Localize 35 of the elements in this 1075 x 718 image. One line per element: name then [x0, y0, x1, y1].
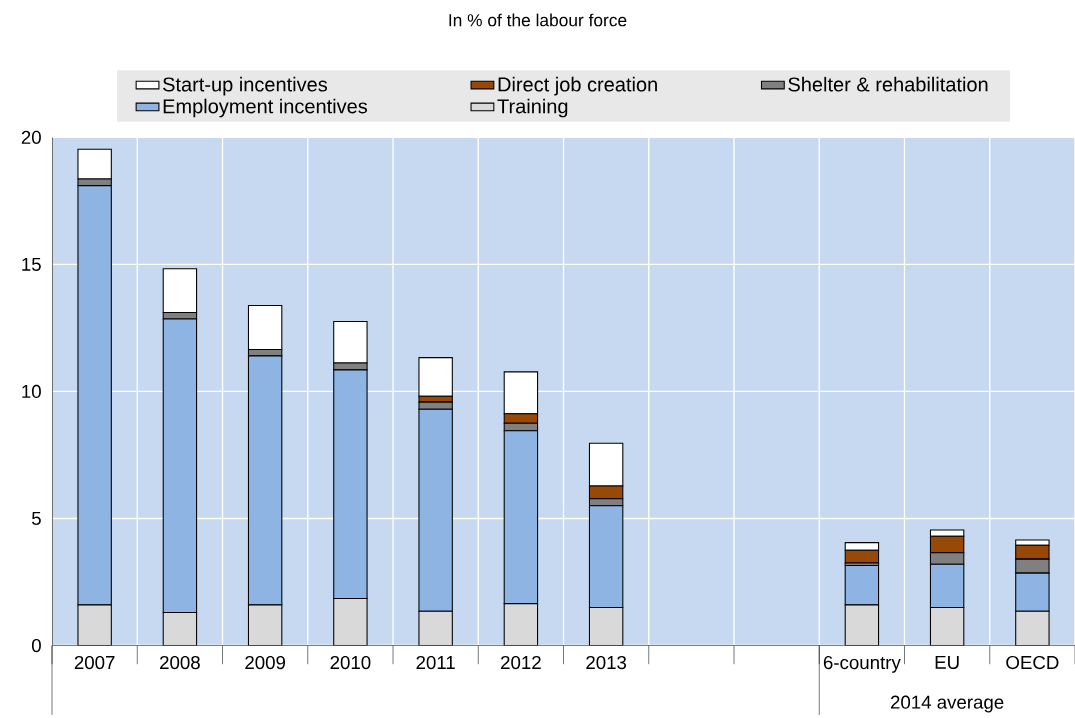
bar	[930, 607, 964, 646]
legend-label: Training	[497, 98, 568, 118]
bar	[418, 357, 453, 398]
bar	[77, 605, 112, 646]
y-tick-label: 10	[22, 385, 41, 399]
bar	[247, 305, 283, 351]
x-tick-label: 2010	[330, 656, 371, 670]
legend-label: Employment incentives	[163, 98, 368, 118]
x-tick-label: 6-country	[823, 656, 901, 674]
text: 2014 average	[890, 695, 1004, 713]
legend-label: Direct job creation	[498, 77, 657, 96]
y-tick-label: 5	[31, 512, 41, 526]
bar	[589, 607, 623, 646]
x-tick-label: OECD	[1006, 656, 1059, 670]
y-tick-label: 0	[31, 639, 41, 653]
bar	[333, 598, 368, 646]
bar	[162, 268, 198, 314]
x-tick-label: EU	[935, 656, 959, 670]
x-tick-label: 2011	[416, 656, 455, 670]
y-tick-label: 15	[22, 258, 41, 272]
legend-label: Start-up incentives	[163, 77, 328, 96]
x-tick-label: 2008	[160, 656, 200, 670]
x-tick-label: 2013	[586, 656, 627, 670]
legend-label: Shelter & rehabilitation	[788, 77, 988, 92]
bar	[248, 605, 282, 646]
x-tick-label: 2012	[501, 656, 541, 670]
x-tick-label: 2009	[245, 656, 286, 670]
bar	[504, 603, 538, 646]
bar	[1015, 610, 1050, 646]
chart-title: In % of the labour force	[449, 13, 627, 27]
x-tick-label: 2007	[74, 656, 115, 670]
bar	[163, 612, 197, 646]
bar	[845, 605, 879, 646]
y-tick-label: 20	[21, 130, 41, 145]
bar	[418, 611, 453, 646]
